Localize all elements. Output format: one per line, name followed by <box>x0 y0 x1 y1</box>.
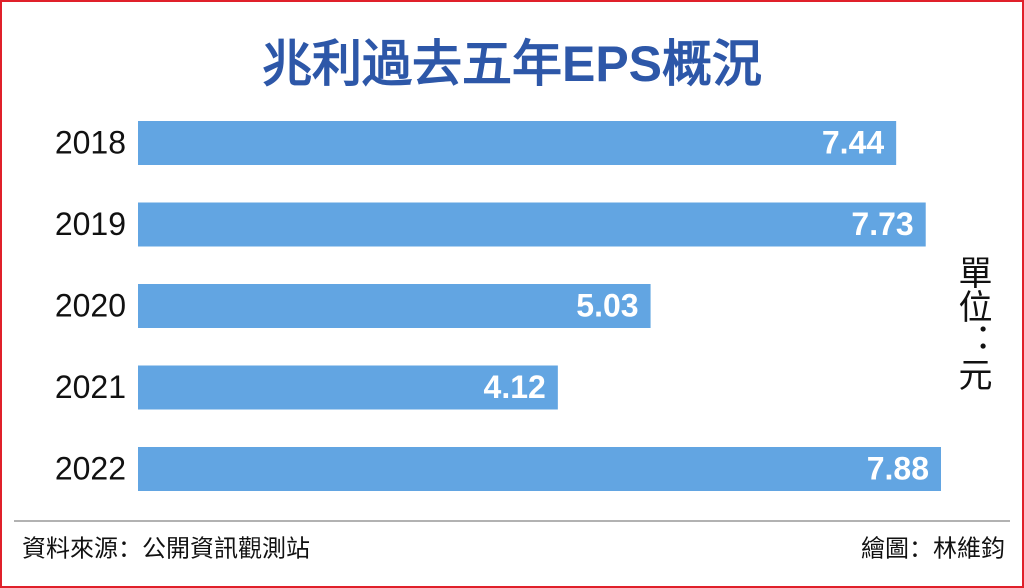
bar <box>138 447 941 491</box>
credit: 繪圖：林維鈞 <box>861 535 1005 562</box>
value-label: 7.44 <box>822 124 884 160</box>
y-tick-label: 2019 <box>55 206 126 242</box>
chart-title: 兆利過去五年EPS概況 <box>262 36 762 92</box>
bar <box>138 365 558 410</box>
y-tick-label: 2021 <box>55 369 126 405</box>
value-label: 4.12 <box>484 369 546 405</box>
value-label: 7.88 <box>867 450 929 486</box>
bar <box>138 284 651 328</box>
bar <box>138 121 897 165</box>
value-label: 5.03 <box>576 287 638 323</box>
value-label: 7.73 <box>851 206 913 242</box>
source: 資料來源：公開資訊觀測站 <box>22 535 310 562</box>
y-tick-label: 2022 <box>55 450 126 486</box>
unit-label: 單位：元 <box>953 255 991 391</box>
bar <box>138 202 926 247</box>
y-tick-label: 2018 <box>55 124 126 160</box>
y-tick-label: 2020 <box>55 287 126 323</box>
